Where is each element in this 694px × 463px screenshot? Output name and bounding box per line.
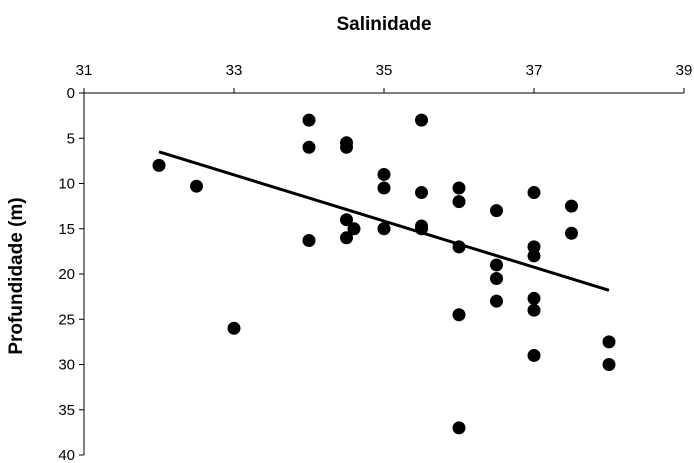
x-tick-label: 39	[676, 62, 693, 79]
data-point	[190, 179, 203, 193]
x-tick-label: 35	[376, 62, 393, 79]
x-tick-label: 31	[76, 62, 93, 79]
data-point	[527, 249, 541, 263]
data-point	[602, 358, 616, 371]
x-tick-label: 37	[526, 62, 543, 79]
data-point	[527, 291, 541, 305]
data-point	[527, 303, 541, 317]
axes: 31 33 35 37 39 0 5 10 15 20 25 30 35 40	[58, 62, 692, 463]
data-point	[340, 140, 353, 154]
data-point	[377, 222, 391, 236]
y-tick-label: 35	[58, 402, 75, 419]
data-point	[490, 258, 503, 272]
trendline-group	[158, 150, 610, 292]
y-tick-label: 30	[58, 357, 75, 374]
data-point	[527, 186, 541, 200]
data-point	[302, 234, 316, 248]
y-tick-label: 0	[67, 85, 75, 102]
y-tick-label: 20	[58, 266, 75, 283]
data-point	[377, 167, 391, 181]
data-point	[602, 335, 616, 349]
data-point	[340, 213, 353, 227]
data-point	[452, 240, 466, 254]
data-point	[227, 321, 241, 335]
data-point	[302, 140, 316, 154]
x-axis-title: Salinidade	[336, 14, 431, 35]
data-point	[452, 308, 466, 322]
data-point	[415, 113, 428, 127]
data-point	[347, 222, 361, 236]
data-point	[490, 272, 503, 286]
data-point	[527, 348, 541, 362]
y-tick-label: 25	[58, 311, 75, 328]
data-point	[565, 226, 578, 240]
data-point	[415, 222, 428, 236]
y-tick-label: 10	[58, 176, 75, 193]
y-tick-label: 15	[58, 221, 75, 238]
data-point	[302, 113, 316, 127]
data-points	[152, 113, 616, 435]
data-point	[340, 231, 353, 245]
data-point	[415, 186, 428, 200]
data-point	[527, 240, 541, 254]
data-point	[452, 181, 466, 195]
data-point	[152, 158, 166, 172]
x-tick-label: 33	[226, 62, 243, 79]
y-tick-label: 5	[67, 130, 75, 147]
data-point	[490, 294, 503, 308]
trendline	[158, 150, 610, 292]
data-point	[565, 199, 578, 213]
y-axis-title: Profundidade (m)	[6, 197, 27, 354]
y-tick-label: 40	[58, 447, 75, 463]
data-point	[452, 421, 466, 435]
data-point	[377, 181, 391, 195]
data-point	[490, 204, 503, 218]
data-point	[452, 195, 466, 209]
